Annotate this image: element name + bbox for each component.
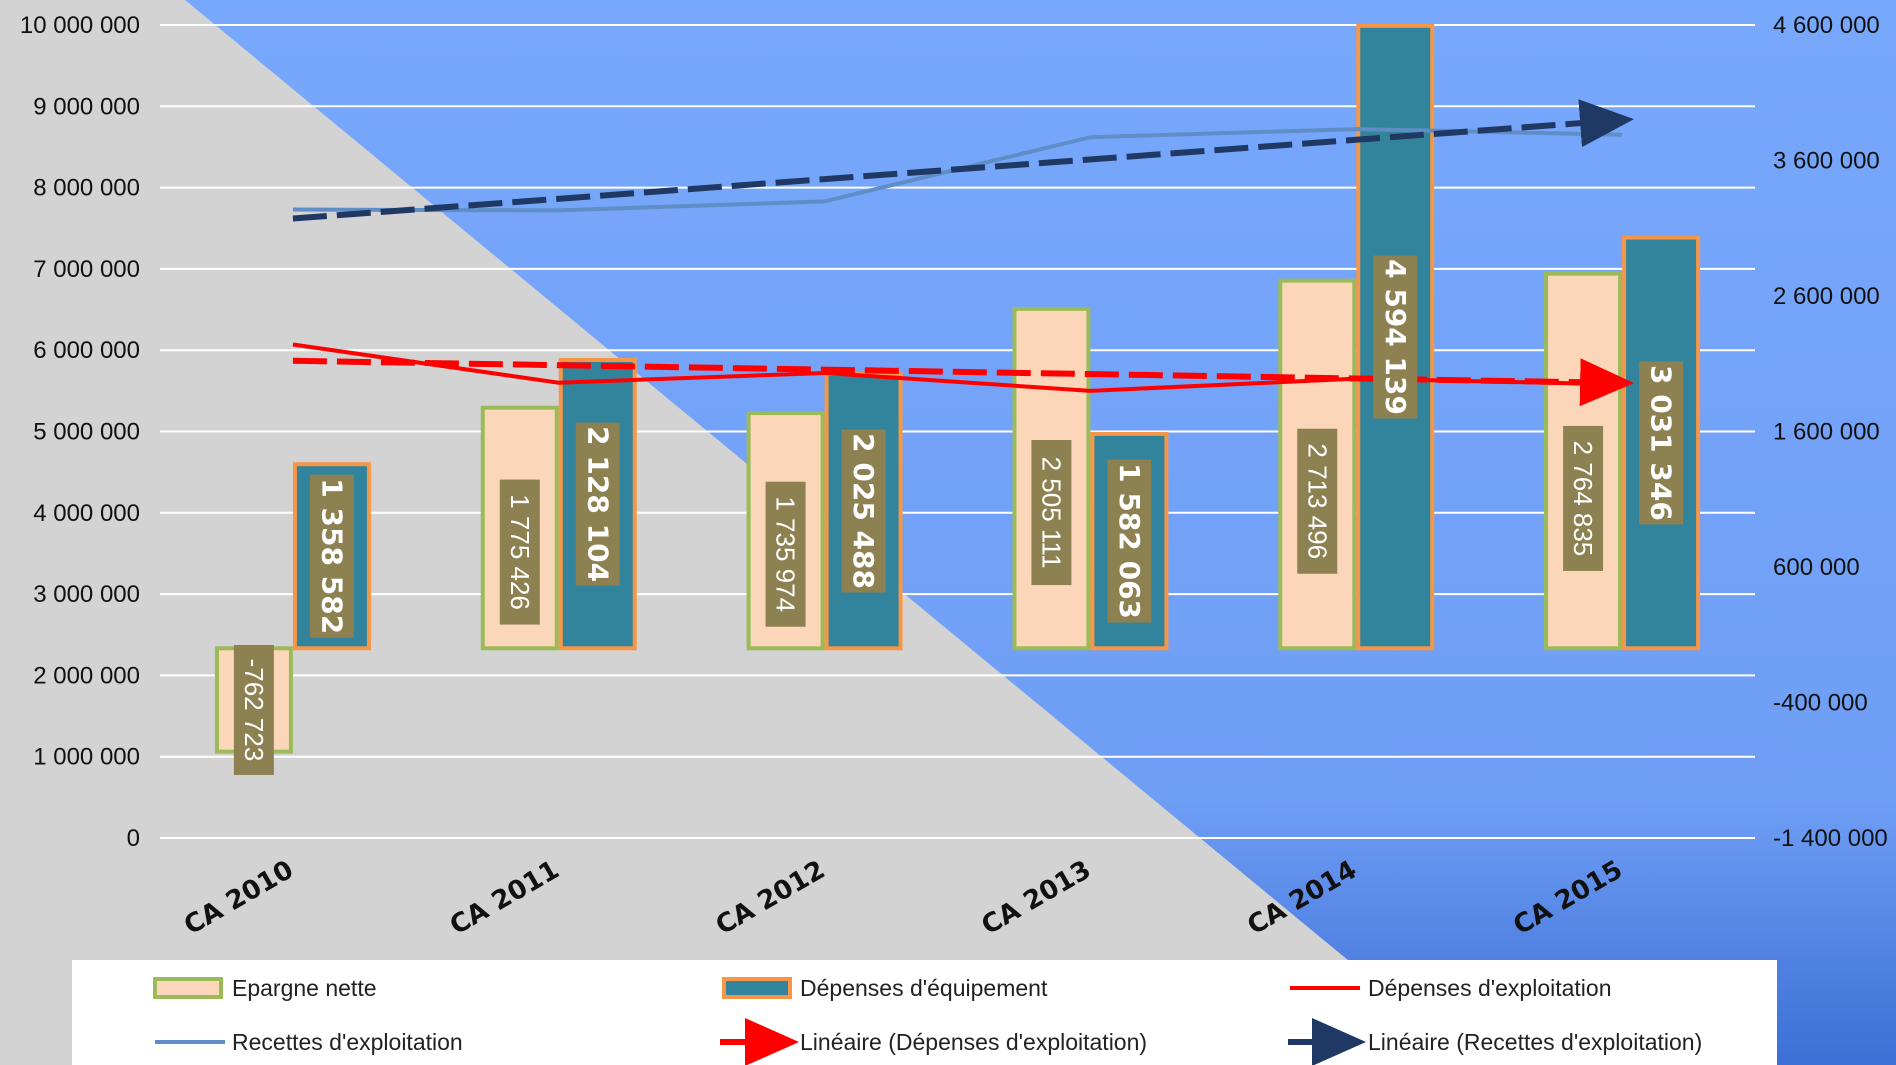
legend-label-lineaire-depenses: Linéaire (Dépenses d'exploitation) (800, 1029, 1147, 1055)
y-right-tick-label: -1 400 000 (1773, 825, 1888, 852)
legend-panel (72, 960, 1777, 1065)
data-label-depenses-equipement-box (1107, 459, 1152, 623)
legend-item-recettes-exploitation: Recettes d'exploitation (155, 1029, 463, 1055)
data-label-depenses-equipement-box (575, 422, 620, 586)
y-right-tick-label: 2 600 000 (1773, 283, 1880, 310)
y-left-tick-label: 5 000 000 (33, 419, 140, 446)
data-label-depenses-equipement: 1 358 582 (315, 478, 348, 634)
legend: Epargne nette Dépenses d'équipement Dépe… (153, 975, 1702, 1065)
data-label-epargne: 1 775 426 (505, 494, 535, 610)
y-left-tick-label: 9 000 000 (33, 93, 140, 120)
data-label-epargne-box (1297, 428, 1338, 574)
y-right-tick-label: -400 000 (1773, 690, 1868, 717)
y-right-tick-label: 3 600 000 (1773, 148, 1880, 175)
data-label-epargne-box (499, 479, 540, 625)
data-label-epargne: 2 713 496 (1302, 443, 1332, 559)
data-label-epargne: 1 735 974 (771, 496, 801, 612)
gridlines (160, 24, 1755, 839)
data-label-depenses-equipement: 2 128 104 (581, 426, 614, 582)
data-label-epargne-box (765, 481, 806, 627)
y-left-tick-label: 6 000 000 (33, 337, 140, 364)
data-label-depenses-equipement-box (1373, 255, 1418, 419)
legend-item-lineaire-recettes: Linéaire (Recettes d'exploitation) (1288, 1018, 1702, 1065)
data-label-epargne-box (1563, 425, 1604, 571)
legend-item-depenses-exploitation: Dépenses d'exploitation (1290, 975, 1612, 1001)
y-axis-right: 4 600 000 3 600 000 2 600 000 1 600 000 600 … (1773, 12, 1888, 852)
y-left-tick-label: 4 000 000 (33, 500, 140, 527)
y-right-tick-label: 600 000 (1773, 554, 1860, 581)
data-label-epargne: -762 723 (239, 659, 269, 762)
y-right-tick-label: 1 600 000 (1773, 419, 1880, 446)
legend-item-epargne: Epargne nette (153, 975, 377, 1001)
legend-label-lineaire-recettes: Linéaire (Recettes d'exploitation) (1368, 1029, 1702, 1055)
legend-label-recettes-exploitation: Recettes d'exploitation (232, 1029, 463, 1055)
data-label-epargne: 2 764 835 (1568, 441, 1598, 557)
y-left-tick-label: 3 000 000 (33, 581, 140, 608)
bar-depenses-equipement (558, 357, 637, 651)
y-left-tick-label: 8 000 000 (33, 175, 140, 202)
legend-label-depenses-equipement: Dépenses d'équipement (800, 975, 1048, 1001)
legend-label-depenses-exploitation: Dépenses d'exploitation (1368, 975, 1612, 1001)
data-label-depenses-equipement: 4 594 139 (1379, 259, 1412, 415)
legend-item-depenses-equipement: Dépenses d'équipement (722, 975, 1048, 1001)
legend-swatch-depenses-equipement (722, 977, 792, 999)
y-left-tick-label: 10 000 000 (20, 12, 140, 39)
data-label-epargne-box (233, 644, 274, 775)
legend-item-lineaire-depenses: Linéaire (Dépenses d'exploitation) (720, 1018, 1147, 1065)
data-label-epargne-box (1031, 440, 1072, 586)
data-label-depenses-equipement: 1 582 063 (1113, 463, 1146, 619)
y-right-tick-label: 4 600 000 (1773, 12, 1880, 39)
y-axis-left: 10 000 000 9 000 000 8 000 000 7 000 000 6 0… (20, 12, 140, 852)
y-left-tick-label: 7 000 000 (33, 256, 140, 283)
data-label-depenses-equipement-box (841, 429, 886, 593)
trendline-recettes-exploitation (292, 99, 1635, 222)
data-label-depenses-equipement-box (1639, 361, 1684, 525)
data-label-depenses-equipement: 2 025 488 (847, 433, 880, 589)
legend-swatch-epargne (153, 977, 223, 999)
legend-label-epargne: Epargne nette (232, 975, 377, 1001)
data-labels-layer: -762 723 1 358 582 1 775 426 2 128 104 1 735… (233, 255, 1684, 775)
y-left-tick-label: 2 000 000 (33, 662, 140, 689)
background-gray-triangle (0, 0, 1475, 1065)
data-label-depenses-equipement-box (309, 474, 354, 638)
y-left-tick-label: 1 000 000 (33, 744, 140, 771)
data-label-epargne: 2 505 111 (1036, 457, 1066, 569)
y-left-tick-label: 0 (127, 825, 140, 852)
data-label-depenses-equipement: 3 031 346 (1645, 365, 1678, 521)
